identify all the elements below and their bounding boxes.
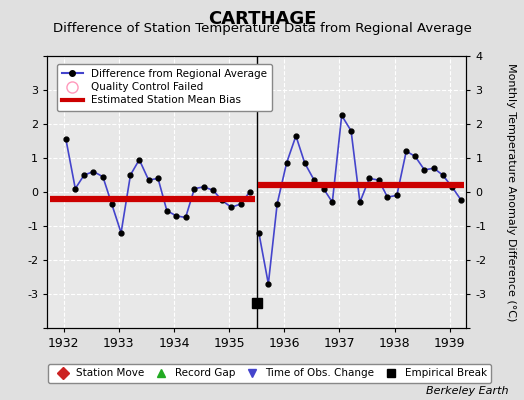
Legend: Station Move, Record Gap, Time of Obs. Change, Empirical Break: Station Move, Record Gap, Time of Obs. C… bbox=[48, 364, 491, 383]
Y-axis label: Monthly Temperature Anomaly Difference (°C): Monthly Temperature Anomaly Difference (… bbox=[506, 63, 516, 321]
Text: Difference of Station Temperature Data from Regional Average: Difference of Station Temperature Data f… bbox=[52, 22, 472, 35]
Text: CARTHAGE: CARTHAGE bbox=[208, 10, 316, 28]
Text: Berkeley Earth: Berkeley Earth bbox=[426, 386, 508, 396]
